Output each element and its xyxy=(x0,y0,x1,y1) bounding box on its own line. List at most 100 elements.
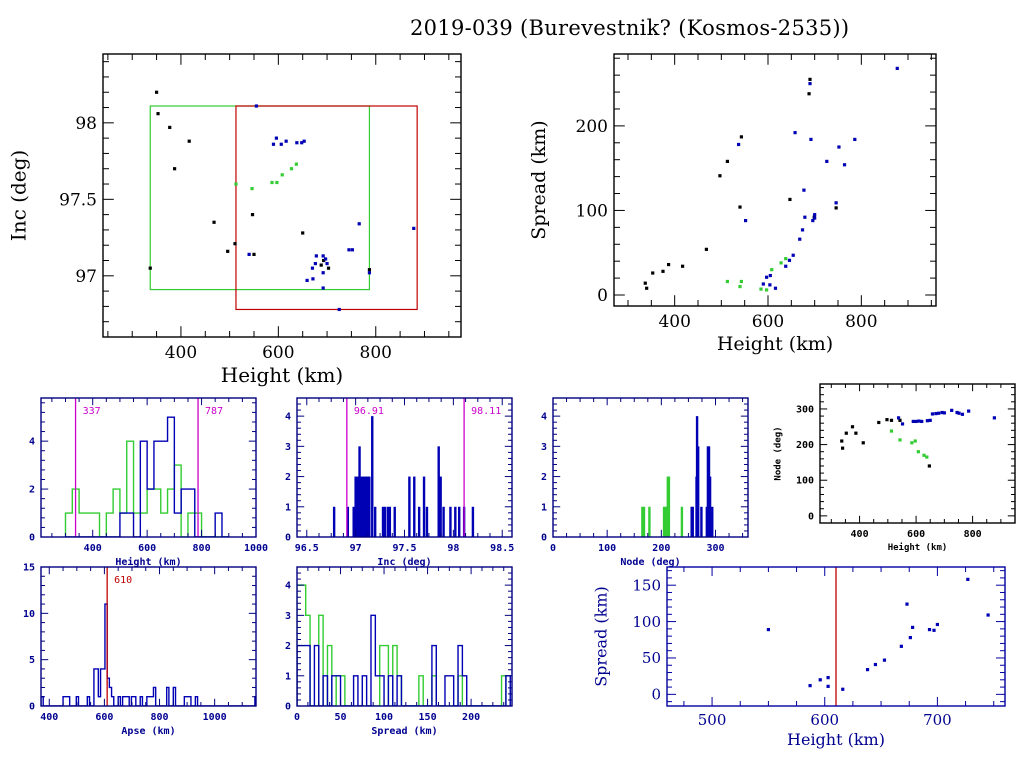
y-tick-label: 15 xyxy=(23,563,35,574)
plot-frame xyxy=(40,566,257,707)
data-point-blue xyxy=(295,141,299,145)
data-point-blue xyxy=(955,410,959,415)
x-tick-label: 800 xyxy=(964,529,982,540)
histogram-bar-blue xyxy=(458,506,461,537)
data-point-blue xyxy=(834,201,838,205)
x-tick-label: 97 xyxy=(350,543,362,554)
y-tick-label: 97.5 xyxy=(59,190,97,210)
y-tick-label: 4 xyxy=(541,412,547,423)
y-tick-label: 0 xyxy=(597,286,608,306)
plot-frame xyxy=(102,53,462,338)
histogram-bar-blue xyxy=(408,476,411,537)
x-tick-label: 600 xyxy=(95,712,113,723)
x-tick-label: 300 xyxy=(706,543,724,554)
x-tick-label: 600 xyxy=(262,343,294,363)
data-point-green xyxy=(759,287,763,291)
data-point-blue xyxy=(737,142,741,147)
histogram-bar-blue xyxy=(437,446,440,537)
data-point-blue xyxy=(793,131,797,135)
x-tick-label: 97.5 xyxy=(392,543,416,554)
data-point-black xyxy=(927,464,931,468)
data-point-black xyxy=(250,213,255,217)
page-title: 2019-039 (Burevestnik? (Kosmos-2535)) xyxy=(410,16,850,40)
data-point-blue xyxy=(791,253,795,257)
height-histogram-panel: 337 787 400 600 800 1000 0 2 4 Height (km) xyxy=(29,397,268,568)
data-point-blue xyxy=(813,213,817,217)
x-tick-label: 0 xyxy=(550,543,556,554)
y-tick-label: 0 xyxy=(29,533,35,544)
histogram-bar-blue xyxy=(354,476,357,537)
data-point-blue xyxy=(967,409,971,413)
spread-vs-height-panel: 400 600 800 0 100 200 Height (km) Spread (km) xyxy=(528,53,937,355)
y-tick-label: 1 xyxy=(285,671,291,682)
y-tick-label: 4 xyxy=(285,412,291,423)
x-axis-label: Height (km) xyxy=(888,542,948,553)
y-tick-label: 5 xyxy=(29,655,35,666)
x-axis-label: Apse (km) xyxy=(121,726,175,737)
y-tick-label: 0 xyxy=(285,702,291,713)
x-axis-label: Height (km) xyxy=(115,556,181,568)
x-tick-label: 400 xyxy=(40,712,58,723)
data-point-blue xyxy=(808,81,812,86)
x-tick-label: 400 xyxy=(165,343,197,363)
data-point-green xyxy=(784,257,788,261)
data-point-blue xyxy=(347,248,351,252)
y-tick-label: 2 xyxy=(285,641,291,652)
data-point-blue xyxy=(899,644,903,648)
data-point-blue xyxy=(321,254,325,258)
data-point-green xyxy=(916,450,920,454)
x-tick-label: 800 xyxy=(845,312,877,332)
y-tick-label: 10 xyxy=(23,609,35,620)
data-point-black xyxy=(889,418,894,422)
inc-histogram-panel: 96.91 98.11 96.5 97 97.5 98 98.5 0 1 2 3 4 Inc (deg) xyxy=(285,397,514,568)
histogram-bar-blue xyxy=(383,506,387,537)
data-point-blue xyxy=(314,254,318,258)
data-point-black xyxy=(168,125,172,130)
y-tick-label: 300 xyxy=(796,404,814,415)
data-point-black xyxy=(844,431,848,435)
plot-area xyxy=(148,90,418,312)
data-point-blue xyxy=(873,662,878,667)
data-point-blue xyxy=(808,684,812,688)
histogram-bar-blue xyxy=(422,476,426,537)
data-point-green xyxy=(280,173,284,177)
data-point-black xyxy=(326,266,331,270)
data-point-black xyxy=(154,90,159,94)
data-point-black xyxy=(651,271,655,275)
data-point-blue xyxy=(900,422,905,426)
data-point-blue xyxy=(367,271,372,275)
node-vs-height-panel: 400 600 800 0 100 200 300 Height (km) Node (deg) xyxy=(774,383,1016,553)
data-point-green xyxy=(898,438,902,442)
data-point-blue xyxy=(313,261,317,266)
data-point-blue xyxy=(882,658,887,662)
histogram-bar-blue xyxy=(371,416,374,537)
data-point-blue xyxy=(865,668,870,672)
x-tick-label: 400 xyxy=(658,312,690,332)
histogram-bar-blue xyxy=(366,476,369,537)
data-point-black xyxy=(898,418,902,422)
data-point-blue xyxy=(896,416,901,420)
x-tick-label: 200 xyxy=(462,712,480,723)
histogram-bar-blue xyxy=(413,476,416,537)
data-point-blue xyxy=(761,282,765,286)
x-tick-label: 500 xyxy=(698,711,727,729)
data-point-blue xyxy=(966,577,970,581)
histogram-blue xyxy=(41,603,256,706)
data-point-black xyxy=(156,112,160,116)
y-tick-label: 3 xyxy=(285,611,291,622)
data-point-blue xyxy=(323,257,328,261)
data-point-black xyxy=(808,77,812,81)
data-point-blue xyxy=(813,216,817,220)
data-point-black xyxy=(187,139,191,143)
data-point-green xyxy=(889,429,894,433)
histogram-bar-green xyxy=(642,506,646,537)
data-point-blue xyxy=(992,416,996,420)
data-point-black xyxy=(643,281,647,285)
histogram-bar-blue xyxy=(360,476,363,537)
plot-area xyxy=(297,584,511,706)
apse-histogram-panel: 610 400 600 800 1000 0 5 10 15 Apse (km) xyxy=(23,563,257,737)
histogram-bar-green xyxy=(648,506,651,537)
data-point-blue xyxy=(765,275,769,279)
data-point-blue xyxy=(818,678,822,682)
